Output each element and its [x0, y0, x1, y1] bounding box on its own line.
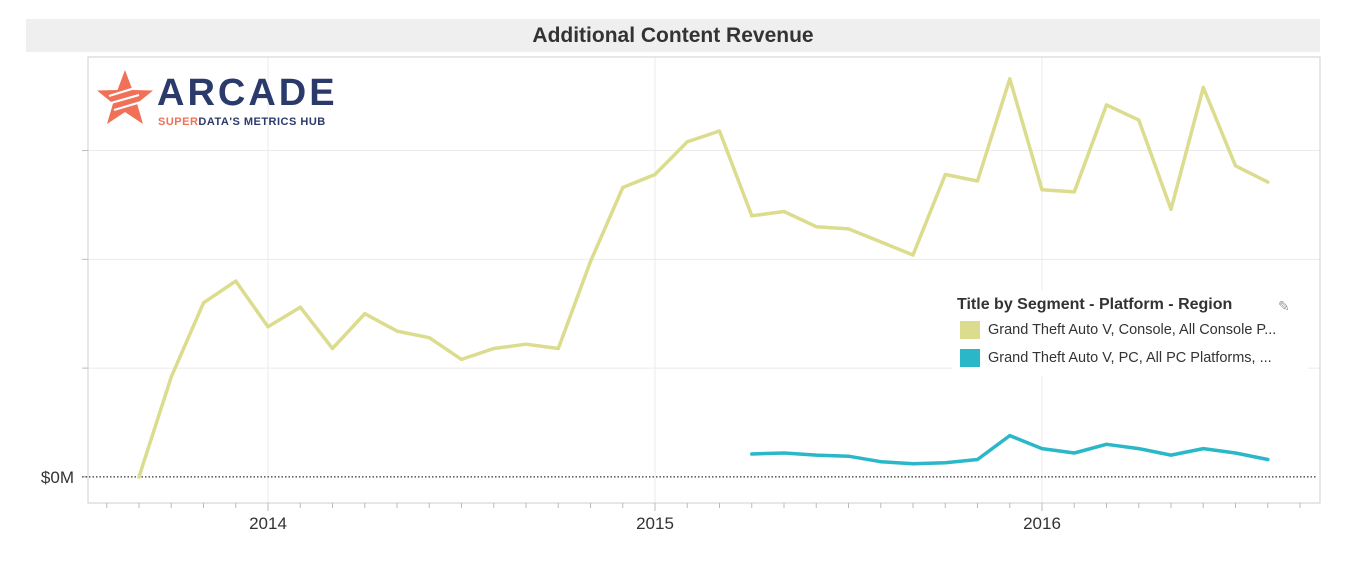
series-0-point[interactable]: [1266, 180, 1270, 184]
series-0-point[interactable]: [556, 346, 560, 351]
series-0-point[interactable]: [653, 172, 657, 177]
series-0-point[interactable]: [1169, 207, 1173, 211]
chart-title: Additional Content Revenue: [532, 23, 814, 47]
pencil-icon[interactable]: ✎: [1278, 298, 1290, 314]
series-0-point[interactable]: [201, 301, 206, 305]
series-0-point[interactable]: [750, 214, 754, 218]
series-0-point[interactable]: [169, 375, 173, 379]
series-0-point[interactable]: [814, 225, 818, 229]
series-line-1[interactable]: [750, 433, 1270, 466]
legend-label-console: Grand Theft Auto V, Console, All Console…: [988, 322, 1277, 338]
series-1-point[interactable]: [1008, 433, 1012, 438]
series-0-point[interactable]: [1104, 103, 1109, 107]
series-0-point[interactable]: [717, 129, 722, 133]
series-0-point[interactable]: [1233, 164, 1238, 168]
legend-title: Title by Segment - Platform - Region: [957, 296, 1233, 313]
legend-label-pc: Grand Theft Auto V, PC, All PC Platforms…: [988, 350, 1272, 366]
logo-tagline: SUPERDATA'S METRICS HUB: [158, 116, 326, 128]
x-tick-label: 2014: [249, 514, 287, 533]
series-0-point[interactable]: [1137, 118, 1141, 122]
series-1-point[interactable]: [814, 453, 818, 457]
series-line-0[interactable]: [137, 77, 1270, 479]
series-0-point[interactable]: [1040, 188, 1044, 192]
y-tick-label: $0M: [41, 468, 74, 487]
logo-tagline-accent: SUPER: [158, 116, 199, 128]
series-1-point[interactable]: [1201, 447, 1205, 451]
series-0-point[interactable]: [685, 140, 689, 144]
star-logo-icon: [97, 70, 153, 124]
x-tick-label: 2016: [1023, 514, 1061, 533]
series-0-point[interactable]: [137, 475, 141, 479]
series-0-point[interactable]: [846, 227, 851, 231]
legend-swatch-console: [960, 321, 980, 339]
series-1-point[interactable]: [943, 461, 947, 465]
series-0-point[interactable]: [588, 259, 593, 264]
series-0-point[interactable]: [395, 329, 399, 333]
series-0-point[interactable]: [524, 342, 528, 346]
logo-wordmark: ARCADE: [157, 72, 338, 114]
series-0-point[interactable]: [363, 312, 367, 316]
legend-item-pc[interactable]: Grand Theft Auto V, PC, All PC Platforms…: [960, 349, 1272, 367]
series-1-point[interactable]: [1104, 442, 1109, 446]
series-0-point[interactable]: [234, 279, 238, 283]
series-1-point[interactable]: [1169, 453, 1173, 457]
series-0-point[interactable]: [298, 305, 302, 309]
series-1-point[interactable]: [782, 451, 786, 455]
series-0-point[interactable]: [266, 325, 270, 329]
series-1-point[interactable]: [750, 452, 754, 456]
series-0-point[interactable]: [459, 357, 464, 362]
series-0-point[interactable]: [782, 209, 786, 214]
tick-labels: 2014 2015 2016 $0M: [41, 468, 1061, 533]
legend[interactable]: Title by Segment - Platform - Region ✎ G…: [952, 290, 1308, 376]
series-1-point[interactable]: [879, 460, 883, 464]
series-0-point[interactable]: [975, 179, 980, 183]
series-1-point[interactable]: [1233, 451, 1238, 455]
x-tick-label: 2015: [636, 514, 674, 533]
series-0-point[interactable]: [330, 346, 335, 351]
series-0-point[interactable]: [943, 172, 947, 177]
series-0-point[interactable]: [1008, 77, 1012, 81]
plot-frame: [87, 56, 1321, 504]
series-1-point[interactable]: [975, 457, 980, 462]
chart-title-bar: Additional Content Revenue: [26, 19, 1320, 52]
axes: [82, 56, 1321, 511]
series-1-point[interactable]: [1266, 457, 1270, 462]
series-1-point[interactable]: [1137, 447, 1141, 451]
series-0-point[interactable]: [492, 346, 496, 351]
series-0-point[interactable]: [427, 336, 431, 340]
series-0-point[interactable]: [911, 253, 915, 257]
series-0-point[interactable]: [621, 185, 625, 190]
series-1-point[interactable]: [1040, 447, 1044, 451]
arcade-logo: ARCADE SUPERDATA'S METRICS HUB: [95, 66, 355, 132]
series-1-point[interactable]: [846, 454, 851, 458]
series-0-point[interactable]: [1201, 85, 1205, 90]
series-layer: [137, 77, 1270, 479]
series-1-point[interactable]: [1072, 451, 1076, 455]
logo-tagline-rest: DATA'S METRICS HUB: [198, 116, 326, 128]
series-1-point[interactable]: [911, 462, 915, 466]
series-0-point[interactable]: [879, 240, 883, 244]
legend-item-console[interactable]: Grand Theft Auto V, Console, All Console…: [960, 321, 1276, 339]
legend-swatch-pc: [960, 349, 980, 367]
series-0-point[interactable]: [1072, 190, 1076, 194]
